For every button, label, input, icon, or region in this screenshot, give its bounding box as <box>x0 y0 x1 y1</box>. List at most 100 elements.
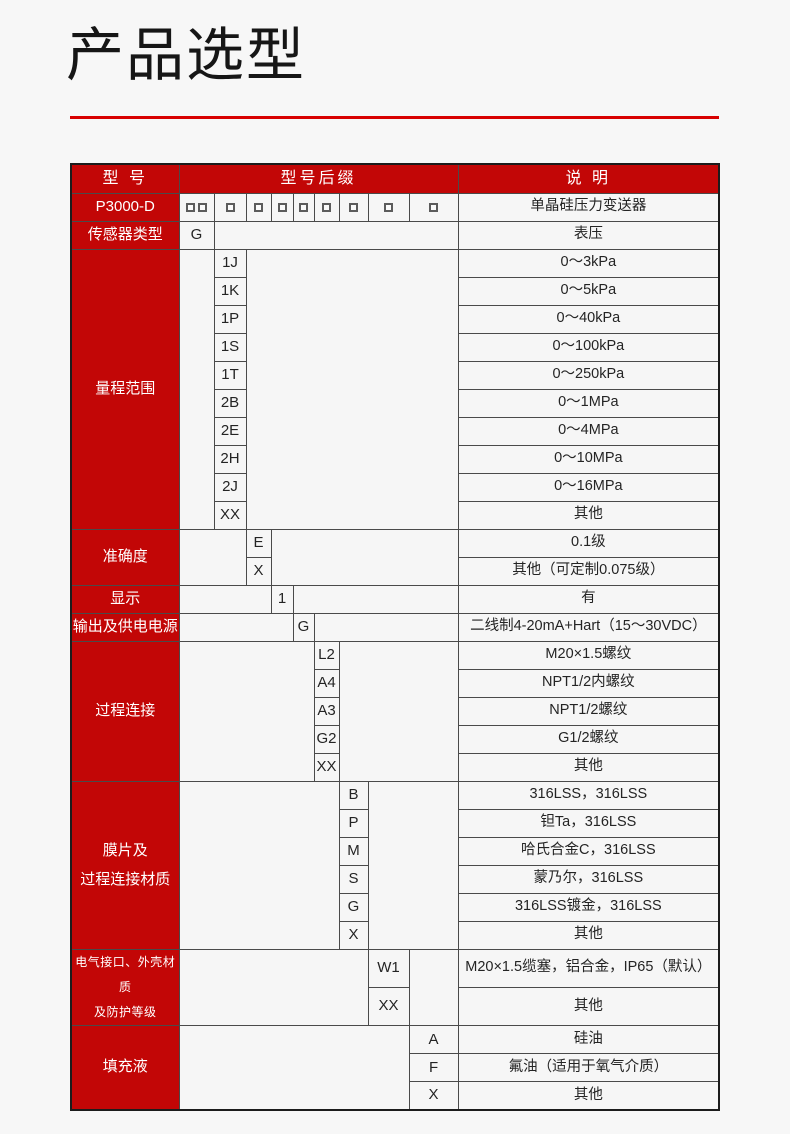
code-cell: X <box>245 556 272 586</box>
table-row: A3 NPT1/2螺纹 <box>71 696 720 726</box>
description-cell: 0～1MPa <box>457 388 720 418</box>
description-cell: 其他 <box>457 500 720 530</box>
header-model: 型 号 <box>70 163 180 194</box>
description-cell: 哈氏合金C，316LSS <box>457 836 720 866</box>
blank-cell <box>178 584 272 614</box>
description-cell: 氟油（适用于氧气介质） <box>457 1053 720 1083</box>
description-cell: 其他 <box>457 986 720 1027</box>
code-cell: A3 <box>313 696 340 726</box>
model-row: P3000-D 单晶硅压力变送器 <box>70 192 720 222</box>
description-cell: 316LSS，316LSS <box>457 780 720 810</box>
description-cell: 0～3kPa <box>457 248 720 278</box>
code-cell: A <box>408 1025 459 1055</box>
code-cell: 2E <box>213 416 247 446</box>
blank-cell <box>178 528 247 586</box>
table-row: S 蒙乃尔，316LSS <box>71 864 720 894</box>
category-display: 显示 <box>70 584 180 614</box>
suffix-placeholder-cell <box>338 192 369 222</box>
description-cell: 0～40kPa <box>457 304 720 334</box>
placeholder-square-icon <box>322 202 331 212</box>
description-cell: 其他 <box>457 920 720 950</box>
blank-cell <box>338 640 459 782</box>
code-cell: XX <box>367 986 410 1027</box>
product-selection-table: 型 号 型号后缀 说 明 P3000-D 单晶硅压力变送器 传感器类型 G <box>70 163 721 1111</box>
table-row: 膜片及 过程连接材质 B 316LSS，316LSS <box>70 780 720 950</box>
code-cell: XX <box>313 752 340 782</box>
category-range: 量程范围 <box>70 248 180 530</box>
code-cell: 1K <box>213 276 247 306</box>
table-row: 传感器类型 G 表压 <box>70 220 720 250</box>
blank-cell <box>178 640 315 782</box>
table-row: X 其他 <box>71 1081 720 1111</box>
code-cell: 2B <box>213 388 247 418</box>
description-cell: G1/2螺纹 <box>457 724 720 754</box>
code-cell: P <box>338 808 369 838</box>
description-cell: 单晶硅压力变送器 <box>457 192 720 222</box>
blank-cell <box>292 584 459 614</box>
description-cell: 316LSS镀金，316LSS <box>457 892 720 922</box>
table-row: 1P 0～40kPa <box>71 304 720 334</box>
table-row: 显示 1 有 <box>70 584 720 614</box>
placeholder-square-icon <box>254 202 263 212</box>
blank-cell <box>178 612 294 642</box>
code-cell: X <box>338 920 369 950</box>
code-cell: F <box>408 1053 459 1083</box>
blank-cell <box>178 780 340 950</box>
description-cell: M20×1.5螺纹 <box>457 640 720 670</box>
suffix-placeholder-cell <box>270 192 294 222</box>
description-cell: 表压 <box>457 220 720 250</box>
table-row: P 钽Ta，316LSS <box>71 808 720 838</box>
code-cell: 1T <box>213 360 247 390</box>
table-row: X 其他 <box>71 920 720 950</box>
blank-cell <box>313 612 459 642</box>
placeholder-square-icon <box>225 202 235 212</box>
placeholder-square-icon <box>429 202 439 212</box>
suffix-placeholder-cell <box>213 192 247 222</box>
placeholder-square-icon <box>198 202 207 212</box>
blank-cell <box>213 220 459 250</box>
header-description: 说 明 <box>457 163 720 194</box>
code-cell: 1S <box>213 332 247 362</box>
category-sensor-type: 传感器类型 <box>70 220 180 250</box>
category-diaphragm-material: 膜片及 过程连接材质 <box>70 780 180 950</box>
code-cell: G <box>338 892 369 922</box>
table-row: 填充液 A 硅油 <box>70 1025 720 1111</box>
blank-cell <box>245 248 459 530</box>
blank-cell <box>270 528 459 586</box>
table-row: 2H 0～10MPa <box>71 444 720 474</box>
code-cell: G <box>178 220 215 250</box>
code-cell: G2 <box>313 724 340 754</box>
code-cell: E <box>245 528 272 558</box>
description-cell: 0～16MPa <box>457 472 720 502</box>
blank-cell <box>178 248 215 530</box>
table-row: 1S 0～100kPa <box>71 332 720 362</box>
code-cell: 1 <box>270 584 294 614</box>
description-cell: 有 <box>457 584 720 614</box>
table-row: 2E 0～4MPa <box>71 416 720 446</box>
description-cell: 蒙乃尔，316LSS <box>457 864 720 894</box>
code-cell: 1P <box>213 304 247 334</box>
description-cell: 二线制4-20mA+Hart（15～30VDC） <box>457 612 720 642</box>
table-row: 输出及供电电源 G 二线制4-20mA+Hart（15～30VDC） <box>70 612 720 642</box>
code-cell: 2H <box>213 444 247 474</box>
description-cell: 0～100kPa <box>457 332 720 362</box>
code-cell: XX <box>213 500 247 530</box>
category-fill-fluid: 填充液 <box>70 1025 180 1111</box>
description-cell: NPT1/2内螺纹 <box>457 668 720 698</box>
code-cell: M <box>338 836 369 866</box>
table-row: 电气接口、外壳材质 及防护等级 W1 M20×1.5缆塞，铝合金，IP65（默认… <box>70 948 720 1027</box>
description-cell: 0.1级 <box>457 528 720 558</box>
description-cell: 0～4MPa <box>457 416 720 446</box>
description-cell: 0～250kPa <box>457 360 720 390</box>
table-row: 量程范围 1J 0～3kPa <box>70 248 720 530</box>
suffix-placeholder-cell <box>313 192 340 222</box>
category-model: P3000-D <box>70 192 180 222</box>
title-underline <box>70 116 719 119</box>
table-row: 2J 0～16MPa <box>71 472 720 502</box>
table-header-row: 型 号 型号后缀 说 明 <box>70 163 720 194</box>
blank-cell <box>408 948 459 1027</box>
code-cell: L2 <box>313 640 340 670</box>
table-row: 2B 0～1MPa <box>71 388 720 418</box>
page-title: 产品选型 <box>66 23 307 88</box>
